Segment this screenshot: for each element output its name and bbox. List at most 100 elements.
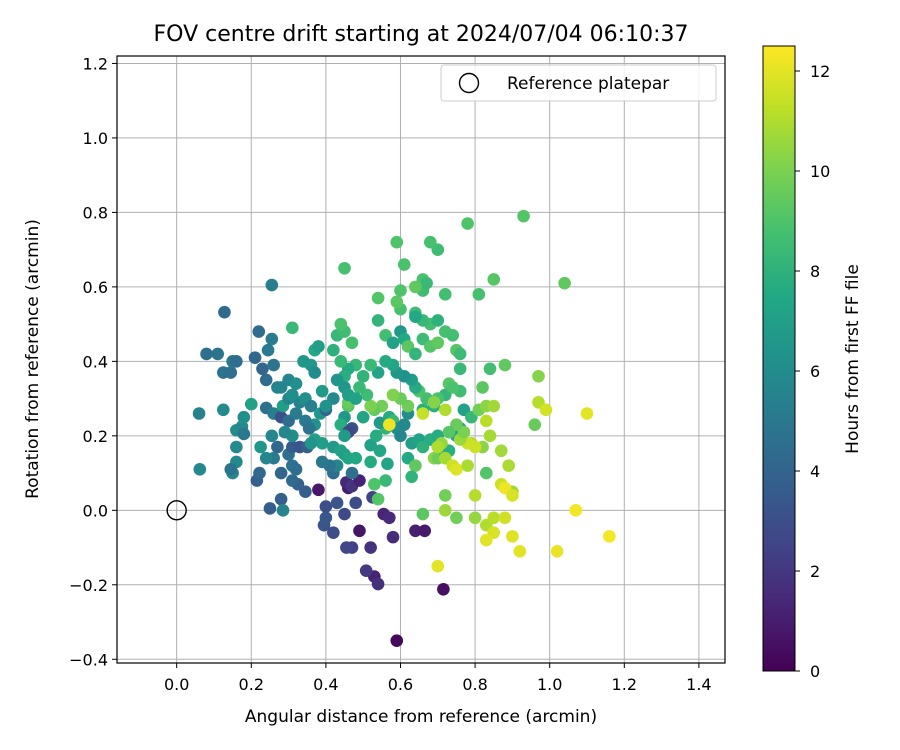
data-points bbox=[192, 209, 616, 647]
y-tick-label: 1.0 bbox=[83, 129, 108, 148]
data-point bbox=[230, 440, 243, 454]
data-point bbox=[286, 321, 299, 335]
data-point bbox=[558, 276, 571, 290]
data-point bbox=[418, 524, 432, 538]
data-point bbox=[312, 483, 325, 497]
data-point bbox=[468, 440, 482, 454]
data-point bbox=[211, 347, 225, 361]
data-point bbox=[338, 429, 351, 443]
data-point bbox=[409, 280, 422, 294]
data-point bbox=[539, 403, 553, 417]
data-point bbox=[461, 459, 474, 472]
data-point bbox=[438, 504, 452, 517]
data-point bbox=[416, 507, 430, 521]
y-tick-label: −0.2 bbox=[69, 576, 108, 595]
data-point bbox=[479, 466, 493, 480]
y-tick-label: −0.4 bbox=[69, 650, 108, 669]
data-point bbox=[248, 351, 262, 364]
data-point bbox=[431, 336, 445, 350]
x-axis-label: Angular distance from reference (arcmin) bbox=[245, 707, 597, 727]
data-point bbox=[394, 284, 407, 297]
x-tick-label: 1.4 bbox=[686, 675, 711, 694]
data-point bbox=[461, 217, 474, 230]
data-point bbox=[364, 399, 377, 413]
data-point bbox=[409, 310, 422, 323]
data-point bbox=[356, 410, 370, 424]
data-point bbox=[349, 451, 363, 465]
data-point bbox=[487, 273, 501, 286]
data-point bbox=[254, 440, 267, 454]
data-point bbox=[603, 530, 616, 543]
data-point bbox=[327, 526, 340, 539]
data-point bbox=[265, 278, 279, 292]
data-point bbox=[420, 276, 433, 290]
colorbar-label: Hours from first FF file bbox=[843, 264, 863, 454]
data-point bbox=[379, 474, 392, 487]
data-point bbox=[338, 261, 351, 275]
colorbar-tick-label: 2 bbox=[810, 562, 820, 581]
colorbar-tick-label: 10 bbox=[810, 162, 830, 181]
data-point bbox=[498, 358, 512, 372]
data-point bbox=[364, 455, 377, 469]
y-axis-label: Rotation from reference (arcmin) bbox=[23, 219, 43, 499]
legend-marker-icon bbox=[458, 72, 480, 94]
data-point bbox=[263, 502, 277, 515]
data-point bbox=[487, 399, 501, 413]
data-point bbox=[532, 369, 545, 383]
y-tick-label: 0.8 bbox=[83, 203, 108, 222]
data-point bbox=[230, 355, 243, 368]
data-point bbox=[304, 399, 318, 413]
data-point bbox=[349, 496, 363, 510]
data-point bbox=[244, 397, 258, 411]
data-point bbox=[267, 358, 280, 372]
data-point bbox=[315, 455, 329, 469]
data-point bbox=[409, 459, 422, 472]
reference-platepar-marker bbox=[166, 500, 187, 521]
data-point bbox=[259, 373, 273, 387]
data-point bbox=[327, 343, 340, 357]
data-point bbox=[483, 362, 497, 376]
data-point bbox=[319, 399, 333, 413]
data-point bbox=[382, 511, 396, 525]
x-tick-label: 0.8 bbox=[462, 675, 487, 694]
data-point bbox=[224, 366, 238, 379]
data-point bbox=[312, 340, 325, 353]
data-point bbox=[386, 336, 400, 350]
y-tick-label: 0.4 bbox=[83, 352, 108, 371]
y-tick-label: 0.0 bbox=[83, 501, 108, 520]
data-point bbox=[390, 235, 404, 249]
data-point bbox=[278, 425, 292, 439]
data-point bbox=[580, 407, 594, 420]
data-point bbox=[506, 489, 519, 502]
data-point bbox=[265, 429, 279, 443]
data-point bbox=[265, 332, 279, 346]
data-point bbox=[334, 317, 348, 331]
legend: Reference platepar bbox=[440, 64, 717, 102]
y-axis-ticks: −0.4 −0.2 0.0 0.2 0.4 0.6 0.8 1.0 1.2 bbox=[69, 54, 117, 669]
data-point bbox=[373, 416, 387, 430]
data-point bbox=[289, 407, 303, 420]
data-point bbox=[487, 511, 501, 525]
data-point bbox=[453, 362, 467, 376]
data-point bbox=[364, 541, 377, 554]
data-point bbox=[506, 530, 519, 543]
data-point bbox=[286, 474, 299, 487]
data-point bbox=[409, 524, 422, 538]
data-point bbox=[193, 463, 207, 476]
data-point bbox=[468, 511, 482, 525]
data-point bbox=[369, 429, 383, 443]
data-point bbox=[502, 459, 515, 472]
colorbar-tick-label: 6 bbox=[810, 362, 820, 381]
data-point bbox=[550, 544, 564, 558]
data-point bbox=[479, 414, 493, 428]
data-point bbox=[334, 355, 348, 368]
data-point bbox=[483, 429, 497, 443]
data-point bbox=[446, 381, 460, 394]
x-axis-ticks: 0.0 0.2 0.4 0.6 0.8 1.0 1.2 1.4 bbox=[164, 663, 712, 694]
data-point bbox=[261, 343, 275, 357]
data-point bbox=[479, 533, 493, 547]
data-point bbox=[315, 436, 329, 450]
data-point bbox=[274, 492, 288, 506]
data-point bbox=[319, 500, 333, 513]
data-point bbox=[390, 295, 404, 309]
